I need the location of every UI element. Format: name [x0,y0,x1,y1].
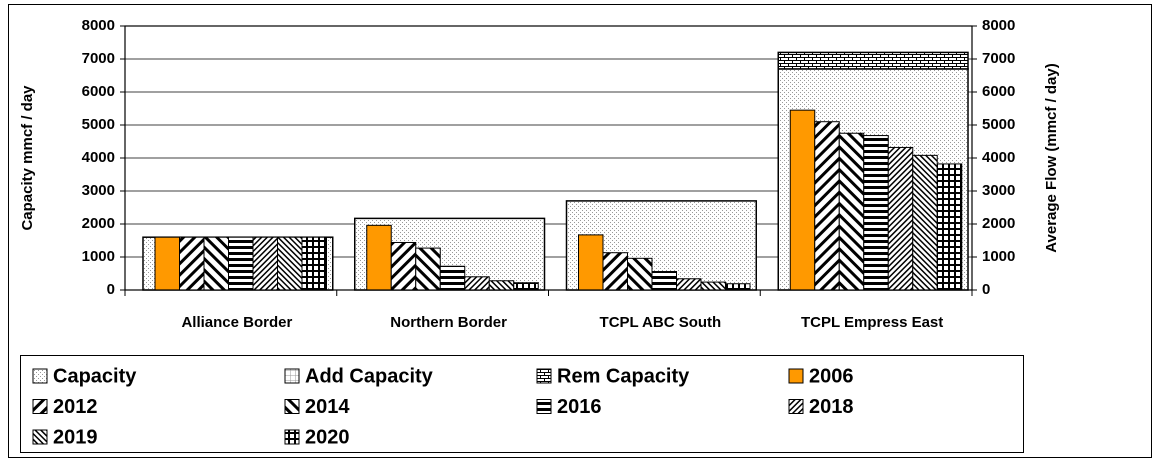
flow-bar [228,236,254,291]
flow-bar [651,271,677,291]
flow-bar [203,236,229,291]
legend-box [20,355,1024,453]
plot-frame [124,25,973,291]
flow-bar [912,154,938,291]
legend-label: 2018 [809,396,854,418]
y-axis-label: Capacity mmcf / day [19,85,36,231]
y-tick-label: 6000 [82,83,115,100]
y-tick-label: 1000 [82,248,115,265]
legend-label: Capacity [53,365,137,387]
legend-label: 2019 [53,426,98,448]
x-tick-label: Northern Border [390,314,507,331]
x-tick-label: TCPL Empress East [801,314,943,331]
y-tick-label: 4000 [82,149,115,166]
y2-axis-label: Average Flow (mmcf / day) [1043,63,1060,253]
flow-bar [252,236,278,291]
legend-swatch [788,399,804,414]
flow-bar [676,278,702,291]
flow-bar [366,224,392,291]
y2-tick-label: 0 [982,281,990,298]
legend-swatch [788,368,804,384]
chart-border [8,4,1152,458]
legend-label: Add Capacity [305,365,434,387]
flow-bar [936,163,963,291]
y-tick-label: 2000 [82,215,115,232]
legend-swatch [32,399,48,414]
legend-swatch [536,368,552,384]
flow-bar [301,236,327,291]
y2-tick-label: 1000 [982,248,1015,265]
flow-bar [578,234,604,291]
legend-swatch [284,368,300,384]
y-tick-label: 0 [107,281,115,298]
capacity-bar [777,51,969,70]
flow-bar [415,247,441,291]
flow-bar [277,236,303,291]
flow-bar [838,132,865,291]
legend-label: 2006 [809,365,854,387]
legend-label: Rem Capacity [557,365,690,387]
flow-bar [789,109,816,291]
flow-bar [464,276,490,291]
y-tick-label: 5000 [82,116,115,133]
flow-bar [439,265,466,291]
y2-tick-label: 4000 [982,149,1015,166]
flow-bar [488,280,515,291]
x-tick-label: Alliance Border [181,314,292,331]
y-tick-label: 7000 [82,50,115,67]
flow-bar [725,283,751,291]
legend-swatch [32,429,48,445]
y2-tick-label: 6000 [982,83,1015,100]
flow-bar [863,135,889,291]
flow-bar [700,281,726,291]
legend-label: 2016 [557,396,602,418]
legend-label: 2014 [305,396,350,418]
y2-tick-label: 7000 [982,50,1015,67]
y-tick-label: 8000 [82,17,115,34]
flow-bar [513,282,539,291]
y2-tick-label: 8000 [982,17,1015,34]
y2-tick-label: 3000 [982,182,1015,199]
flow-bar [179,236,205,291]
flow-bar [814,121,840,291]
y-tick-label: 3000 [82,182,115,199]
y2-tick-label: 2000 [982,215,1015,232]
legend-swatch [536,399,552,414]
flow-bar [887,146,914,291]
legend-swatch [284,429,300,445]
legend-label: 2020 [305,426,350,448]
flow-bar [627,257,653,291]
flow-bar [390,241,417,291]
flow-bar [154,236,180,291]
legend-label: 2012 [53,396,98,418]
flow-bar [602,252,628,291]
y2-tick-label: 5000 [982,116,1015,133]
x-tick-label: TCPL ABC South [600,314,722,331]
legend-swatch [32,368,48,384]
legend-swatch [284,399,300,414]
